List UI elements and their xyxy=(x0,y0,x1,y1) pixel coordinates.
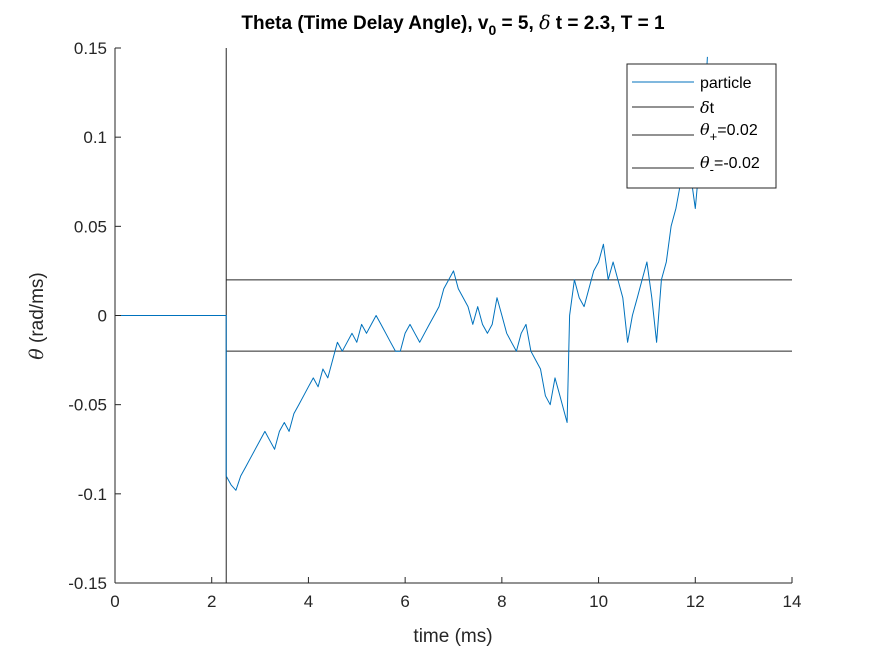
x-tick-label: 4 xyxy=(304,592,313,611)
y-tick-label: -0.05 xyxy=(68,396,107,415)
chart-title: Theta (Time Delay Angle), v0 = 5, δ t = … xyxy=(241,12,665,38)
title-greek: δ xyxy=(539,12,550,34)
x-axis-label: time (ms) xyxy=(413,626,492,647)
legend-theta-minus-text: =-0.02 xyxy=(714,155,760,172)
legend-label-theta-plus: θ+=0.02 xyxy=(700,120,758,144)
legend-dt-greek: δ xyxy=(700,98,710,117)
x-tick-label: 12 xyxy=(686,592,705,611)
y-axis-label-text: (rad/ms) xyxy=(27,272,48,348)
particle-series-line xyxy=(115,56,708,491)
legend-theta-plus-sub: + xyxy=(710,129,718,144)
legend-theta-minus-greek: θ xyxy=(700,153,710,172)
title-middle: = 5, xyxy=(496,13,539,34)
y-tick-label: 0 xyxy=(98,307,107,326)
legend-theta-plus-text: =0.02 xyxy=(717,122,758,139)
legend-theta-plus-greek: θ xyxy=(700,120,710,139)
x-tick-label: 10 xyxy=(589,592,608,611)
x-tick-label: 0 xyxy=(110,592,119,611)
svg-text:Theta (Time Delay Angle), v0 =: Theta (Time Delay Angle), v0 = 5, δ t = … xyxy=(241,12,665,38)
legend-label-particle: particle xyxy=(700,75,752,92)
legend-box xyxy=(626,63,777,189)
title-prefix: Theta (Time Delay Angle), v xyxy=(241,13,488,34)
y-tick-label: 0.1 xyxy=(83,128,107,147)
y-tick-label: 0.05 xyxy=(74,217,107,236)
x-tick-label: 14 xyxy=(783,592,802,611)
legend-theta-minus-sub: - xyxy=(710,162,714,177)
y-axis-label: θ (rad/ms) xyxy=(26,272,48,359)
legend: particle δt θ+=0.02 θ-=-0.02 xyxy=(626,63,777,189)
x-ticks: 0 2 4 6 8 10 12 14 xyxy=(110,577,801,611)
legend-dt-text: t xyxy=(710,100,715,117)
x-tick-label: 8 xyxy=(497,592,506,611)
series-layer xyxy=(115,56,708,491)
x-tick-label: 2 xyxy=(207,592,216,611)
y-ticks: -0.15 -0.1 -0.05 0 0.05 0.1 0.15 xyxy=(68,39,121,593)
title-suffix: t = 2.3, T = 1 xyxy=(551,13,665,34)
legend-particle-text: particle xyxy=(700,75,752,92)
y-tick-label: 0.15 xyxy=(74,39,107,58)
y-axis-label-greek: θ xyxy=(26,348,48,360)
y-tick-label: -0.15 xyxy=(68,574,107,593)
legend-label-theta-minus: θ-=-0.02 xyxy=(700,153,760,177)
legend-label-dt: δt xyxy=(700,98,715,117)
x-tick-label: 6 xyxy=(400,592,409,611)
title-subscript: 0 xyxy=(488,22,496,38)
y-tick-label: -0.1 xyxy=(78,485,107,504)
